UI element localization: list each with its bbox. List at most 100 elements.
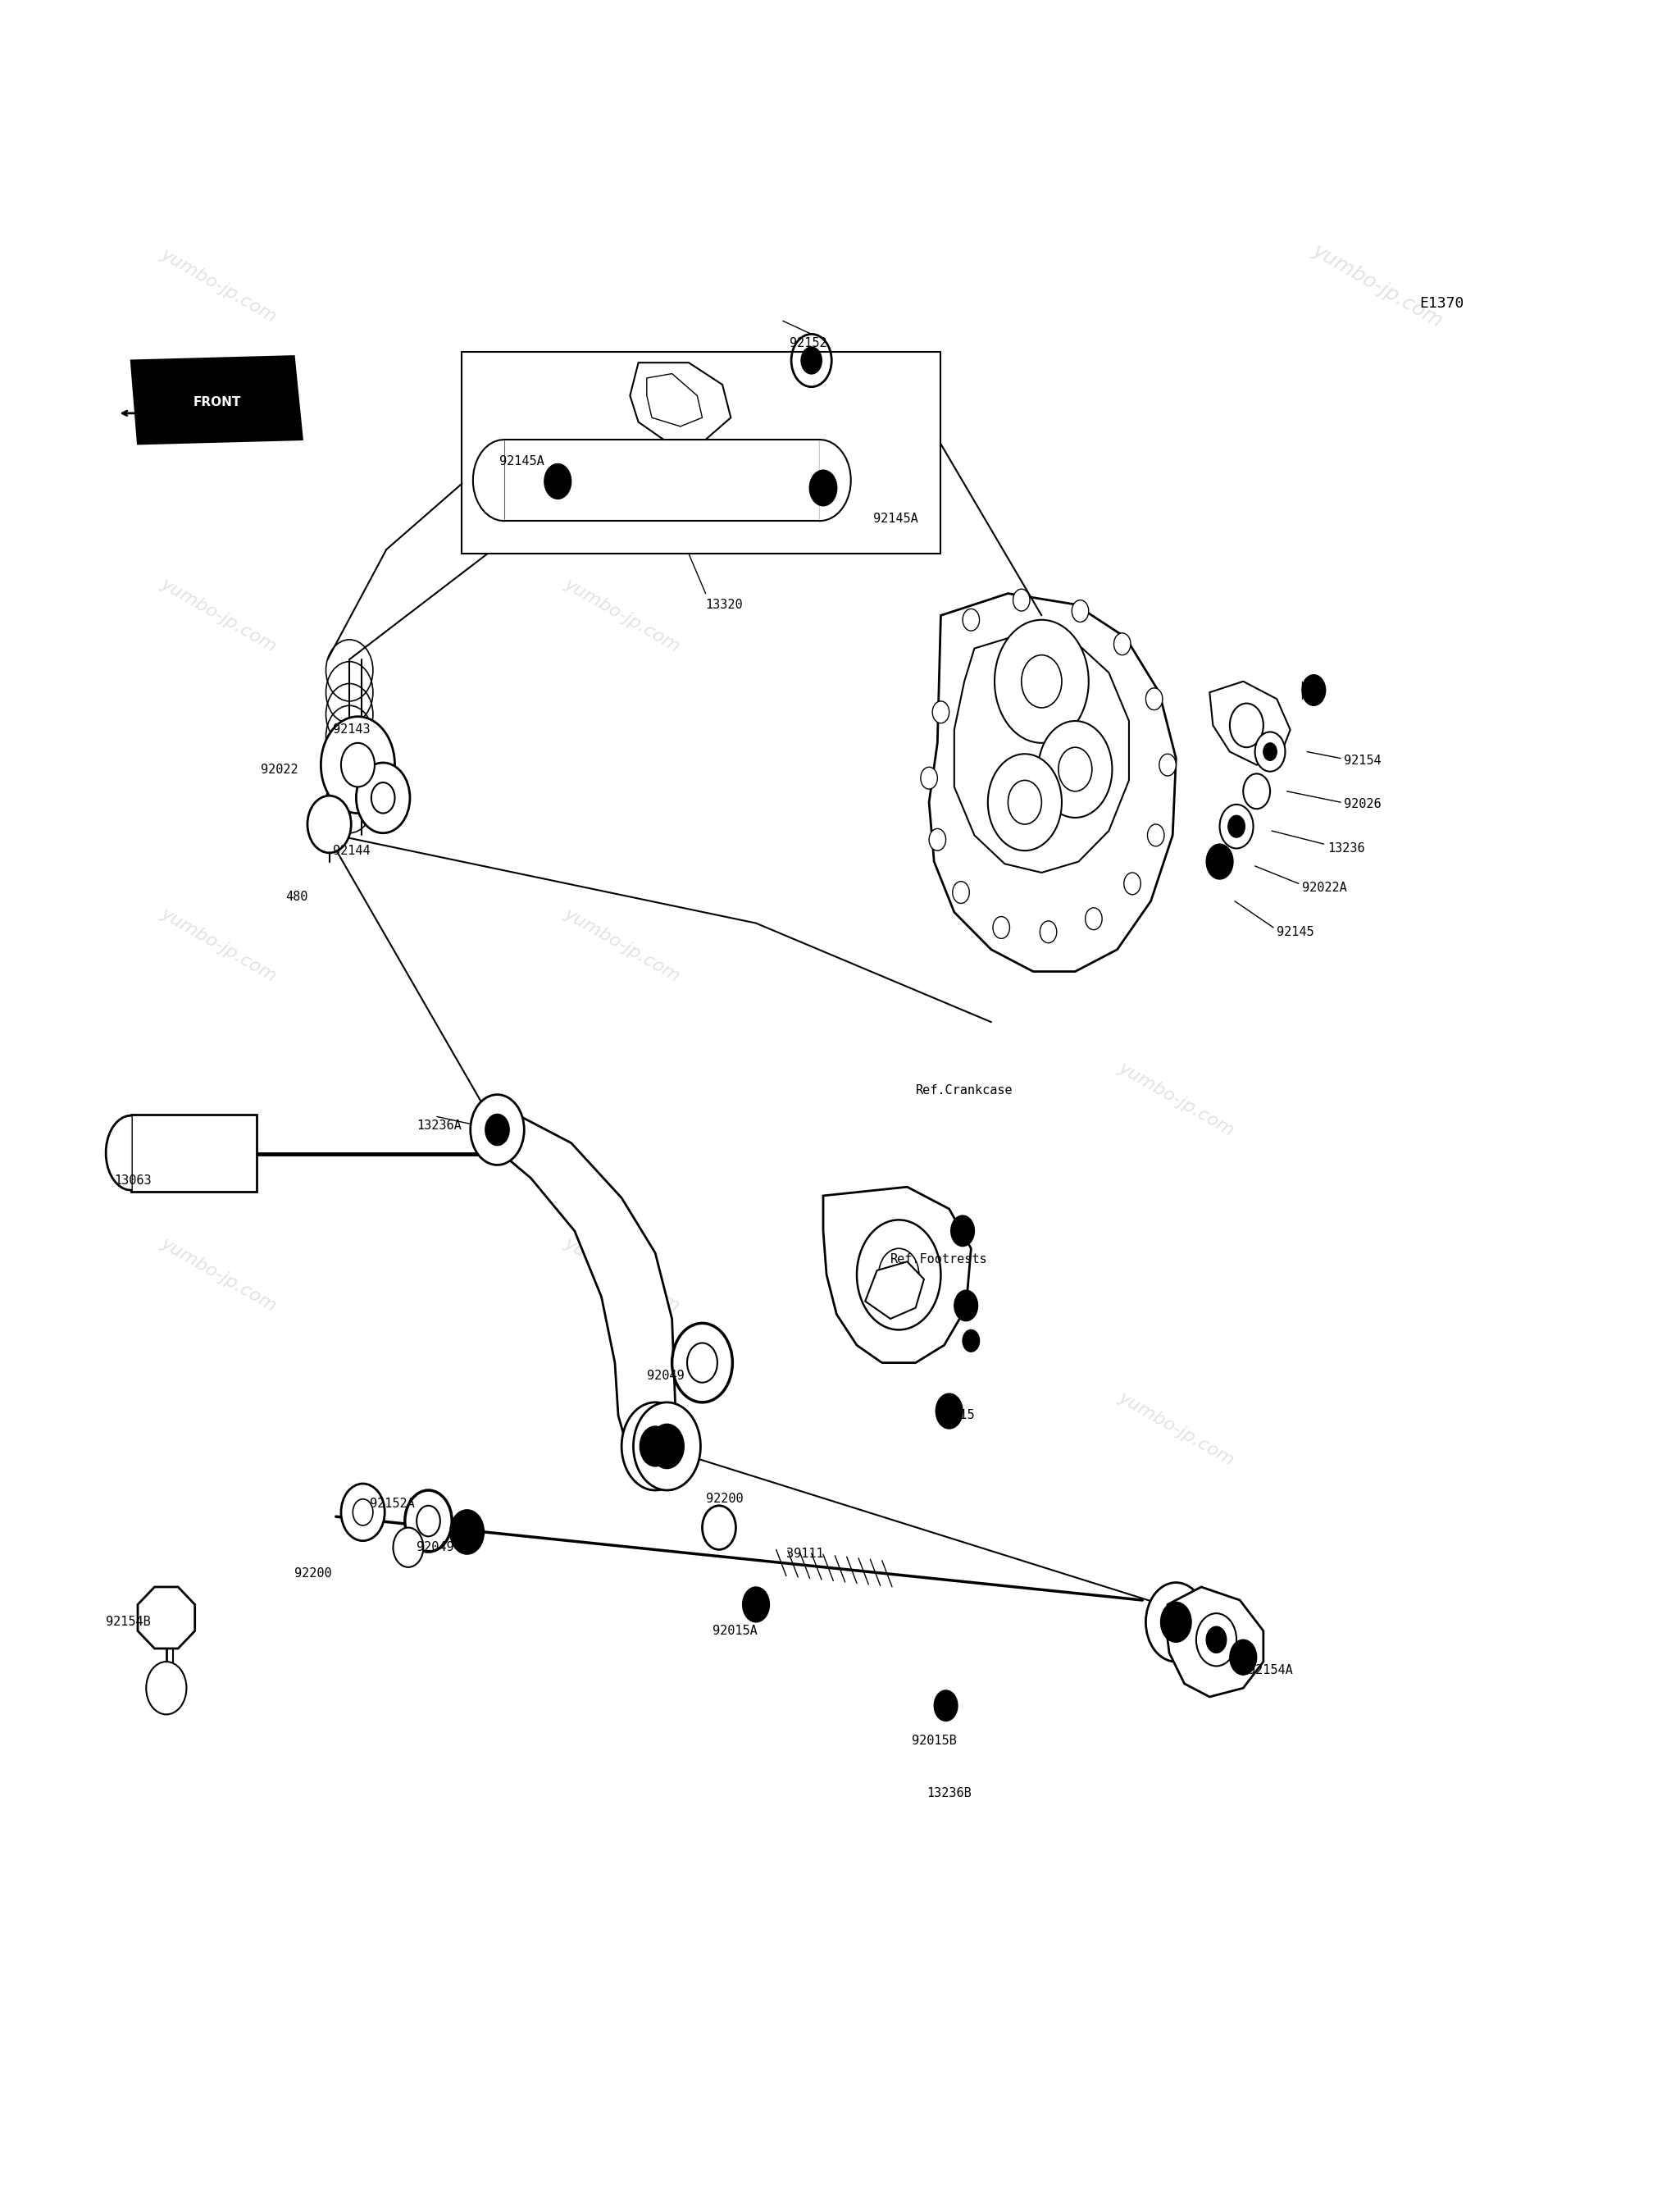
Circle shape <box>801 347 822 374</box>
Polygon shape <box>954 633 1129 873</box>
Text: 92145A: 92145A <box>499 455 544 468</box>
Circle shape <box>932 701 949 723</box>
Circle shape <box>640 1427 670 1466</box>
Circle shape <box>371 782 395 813</box>
Polygon shape <box>106 1117 131 1191</box>
Circle shape <box>1072 600 1089 622</box>
Text: yumbo-jp.com: yumbo-jp.com <box>561 906 682 985</box>
Polygon shape <box>865 1262 924 1319</box>
Text: 92022A: 92022A <box>1302 881 1347 895</box>
Circle shape <box>1230 1640 1257 1675</box>
Polygon shape <box>131 356 302 444</box>
Circle shape <box>544 464 571 499</box>
Text: yumbo-jp.com: yumbo-jp.com <box>158 576 279 655</box>
Text: 92152A: 92152A <box>370 1497 415 1510</box>
Circle shape <box>650 1424 684 1468</box>
Circle shape <box>393 1528 423 1567</box>
Text: 13236A: 13236A <box>417 1119 462 1132</box>
Text: 92049: 92049 <box>417 1541 454 1554</box>
Text: 92015A: 92015A <box>712 1624 758 1638</box>
Bar <box>462 352 941 554</box>
Text: 92143: 92143 <box>333 723 370 736</box>
Text: yumbo-jp.com: yumbo-jp.com <box>158 906 279 985</box>
Circle shape <box>1146 688 1163 710</box>
Circle shape <box>341 1484 385 1541</box>
Circle shape <box>321 717 395 813</box>
Circle shape <box>417 1506 440 1536</box>
Circle shape <box>879 1248 919 1301</box>
Circle shape <box>953 881 969 903</box>
Circle shape <box>356 763 410 833</box>
Text: yumbo-jp.com: yumbo-jp.com <box>1309 240 1446 332</box>
Polygon shape <box>1166 1587 1263 1697</box>
Text: FRONT: FRONT <box>193 396 240 409</box>
Text: 92015B: 92015B <box>912 1734 956 1747</box>
Circle shape <box>1058 747 1092 791</box>
Text: yumbo-jp.com: yumbo-jp.com <box>1116 1389 1236 1468</box>
Text: yumbo-jp.com: yumbo-jp.com <box>561 576 682 655</box>
Circle shape <box>936 1394 963 1429</box>
Circle shape <box>743 1587 769 1622</box>
Circle shape <box>1228 815 1245 837</box>
Circle shape <box>672 1323 732 1402</box>
Polygon shape <box>474 440 504 521</box>
Text: 92154B: 92154B <box>106 1616 151 1629</box>
Circle shape <box>307 796 351 853</box>
Circle shape <box>702 1506 736 1550</box>
Circle shape <box>995 620 1089 743</box>
Text: 13320: 13320 <box>706 598 743 611</box>
Polygon shape <box>1210 681 1290 765</box>
Circle shape <box>1146 1583 1206 1662</box>
Circle shape <box>810 470 837 506</box>
Circle shape <box>929 829 946 851</box>
Circle shape <box>486 1114 509 1145</box>
Text: 480: 480 <box>286 890 307 903</box>
Circle shape <box>993 917 1010 939</box>
Circle shape <box>1038 721 1112 818</box>
Circle shape <box>1114 633 1131 655</box>
Bar <box>131 1114 257 1191</box>
Circle shape <box>857 1220 941 1330</box>
Text: yumbo-jp.com: yumbo-jp.com <box>1116 1059 1236 1139</box>
Polygon shape <box>929 593 1176 972</box>
Circle shape <box>921 767 937 789</box>
Text: 92154: 92154 <box>1344 754 1381 767</box>
Circle shape <box>1263 743 1277 761</box>
Circle shape <box>1243 774 1270 809</box>
Circle shape <box>1085 908 1102 930</box>
Circle shape <box>1255 732 1285 771</box>
Circle shape <box>934 1690 958 1721</box>
Circle shape <box>1161 1602 1191 1642</box>
Circle shape <box>1230 703 1263 747</box>
Text: 92200: 92200 <box>294 1567 331 1580</box>
Circle shape <box>1220 804 1253 848</box>
Text: Ref.Footrests: Ref.Footrests <box>890 1253 988 1266</box>
Circle shape <box>1147 824 1164 846</box>
Circle shape <box>1021 655 1062 708</box>
Circle shape <box>963 609 979 631</box>
Circle shape <box>1159 754 1176 776</box>
Circle shape <box>405 1490 452 1552</box>
Circle shape <box>954 1290 978 1321</box>
Circle shape <box>341 743 375 787</box>
Text: 39111: 39111 <box>786 1547 823 1561</box>
Circle shape <box>1206 844 1233 879</box>
Bar <box>504 440 820 521</box>
Text: yumbo-jp.com: yumbo-jp.com <box>158 1235 279 1314</box>
Text: 92200: 92200 <box>706 1492 743 1506</box>
Circle shape <box>146 1662 186 1714</box>
Text: Ref.Crankcase: Ref.Crankcase <box>916 1084 1013 1097</box>
Text: yumbo-jp.com: yumbo-jp.com <box>158 246 279 325</box>
Circle shape <box>1124 873 1141 895</box>
Circle shape <box>470 1095 524 1165</box>
Text: 92152: 92152 <box>790 336 827 349</box>
Circle shape <box>1013 589 1030 611</box>
Text: 92154A: 92154A <box>1248 1664 1294 1677</box>
Text: 92049: 92049 <box>647 1369 684 1383</box>
Polygon shape <box>820 440 850 521</box>
Text: 13236: 13236 <box>1327 842 1364 855</box>
Circle shape <box>1302 675 1326 706</box>
Circle shape <box>633 1402 701 1490</box>
Circle shape <box>988 754 1062 851</box>
Text: 92022: 92022 <box>260 763 297 776</box>
